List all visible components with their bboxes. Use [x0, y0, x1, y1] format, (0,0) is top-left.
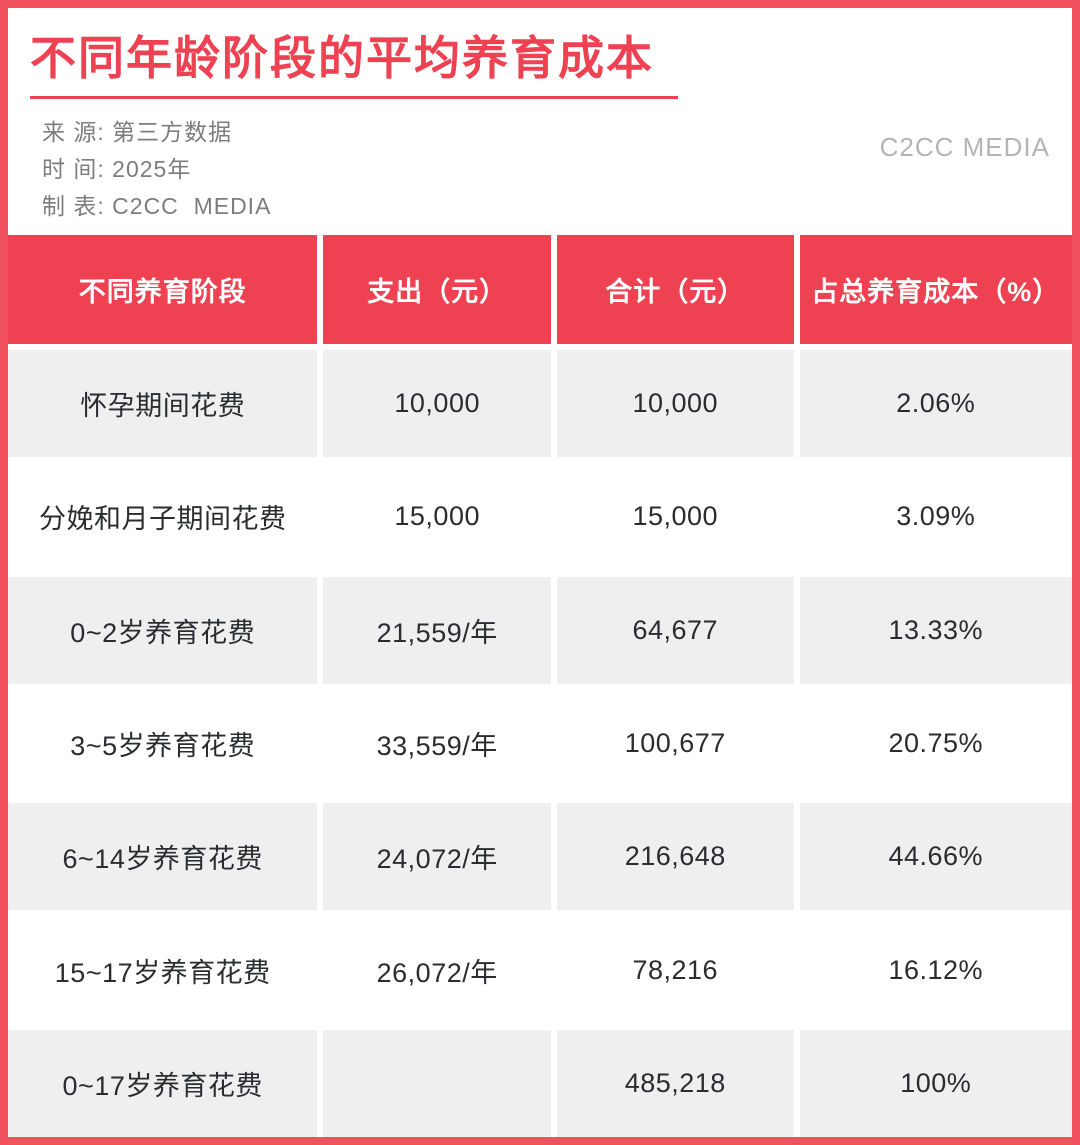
table-cell-r4-c0: 6~14岁养育花费: [8, 803, 318, 911]
column-header-1: 支出（元）: [323, 235, 551, 344]
table-cell-r5-c1: 26,072/年: [323, 916, 551, 1024]
table-cell-r3-c2: 100,677: [556, 689, 794, 798]
table-cell-r1-c1: 15,000: [323, 463, 551, 571]
table-cell-r2-c3: 13.33%: [799, 576, 1072, 684]
table-cell-r5-c0: 15~17岁养育花费: [8, 916, 318, 1024]
table-cell-r3-c0: 3~5岁养育花费: [8, 689, 318, 798]
meta-line-1: 时 间: 2025年: [42, 156, 192, 182]
brand-watermark: C2CC MEDIA: [879, 132, 1050, 162]
table-cell-r6-c3: 100%: [799, 1029, 1072, 1137]
table-cell-r3-c3: 20.75%: [799, 689, 1072, 798]
meta-line-2: 制 表: C2CC MEDIA: [42, 193, 272, 219]
table-cell-r6-c1: [323, 1029, 551, 1137]
column-header-3: 占总养育成本（%）: [799, 235, 1072, 344]
table-cell-r1-c0: 分娩和月子期间花费: [8, 463, 318, 571]
table-cell-r6-c0: 0~17岁养育花费: [8, 1029, 318, 1137]
table-cell-r1-c3: 3.09%: [799, 463, 1072, 571]
table-cell-r2-c1: 21,559/年: [323, 576, 551, 684]
table-cell-r2-c0: 0~2岁养育花费: [8, 576, 318, 684]
cost-table: 不同养育阶段 支出（元） 合计（元） 占总养育成本（%） 怀孕期间花费 10,000 10,…: [8, 235, 1072, 1137]
table-cell-r4-c1: 24,072/年: [323, 803, 551, 911]
table-cell-r4-c3: 44.66%: [799, 803, 1072, 911]
meta-block: 来 源: 第三方数据时 间: 2025年制 表: C2CC MEDIA: [42, 114, 271, 225]
table-cell-r0-c2: 10,000: [556, 350, 794, 458]
column-header-2: 合计（元）: [556, 235, 794, 344]
table-cell-r6-c2: 485,218: [556, 1029, 794, 1137]
table-cell-r4-c2: 216,648: [556, 803, 794, 911]
page-title: 不同年龄阶段的平均养育成本: [30, 32, 654, 84]
table-cell-r5-c3: 16.12%: [799, 916, 1072, 1024]
table-cell-r1-c2: 15,000: [556, 463, 794, 571]
table-cell-r0-c3: 2.06%: [799, 350, 1072, 458]
table-cell-r0-c1: 10,000: [323, 350, 551, 458]
table-cell-r2-c2: 64,677: [556, 576, 794, 684]
column-header-0: 不同养育阶段: [8, 235, 318, 344]
table-cell-r3-c1: 33,559/年: [323, 689, 551, 798]
table-cell-r0-c0: 怀孕期间花费: [8, 350, 318, 458]
meta-line-0: 来 源: 第三方数据: [42, 119, 233, 145]
table-cell-r5-c2: 78,216: [556, 916, 794, 1024]
title-underline: [30, 96, 678, 99]
